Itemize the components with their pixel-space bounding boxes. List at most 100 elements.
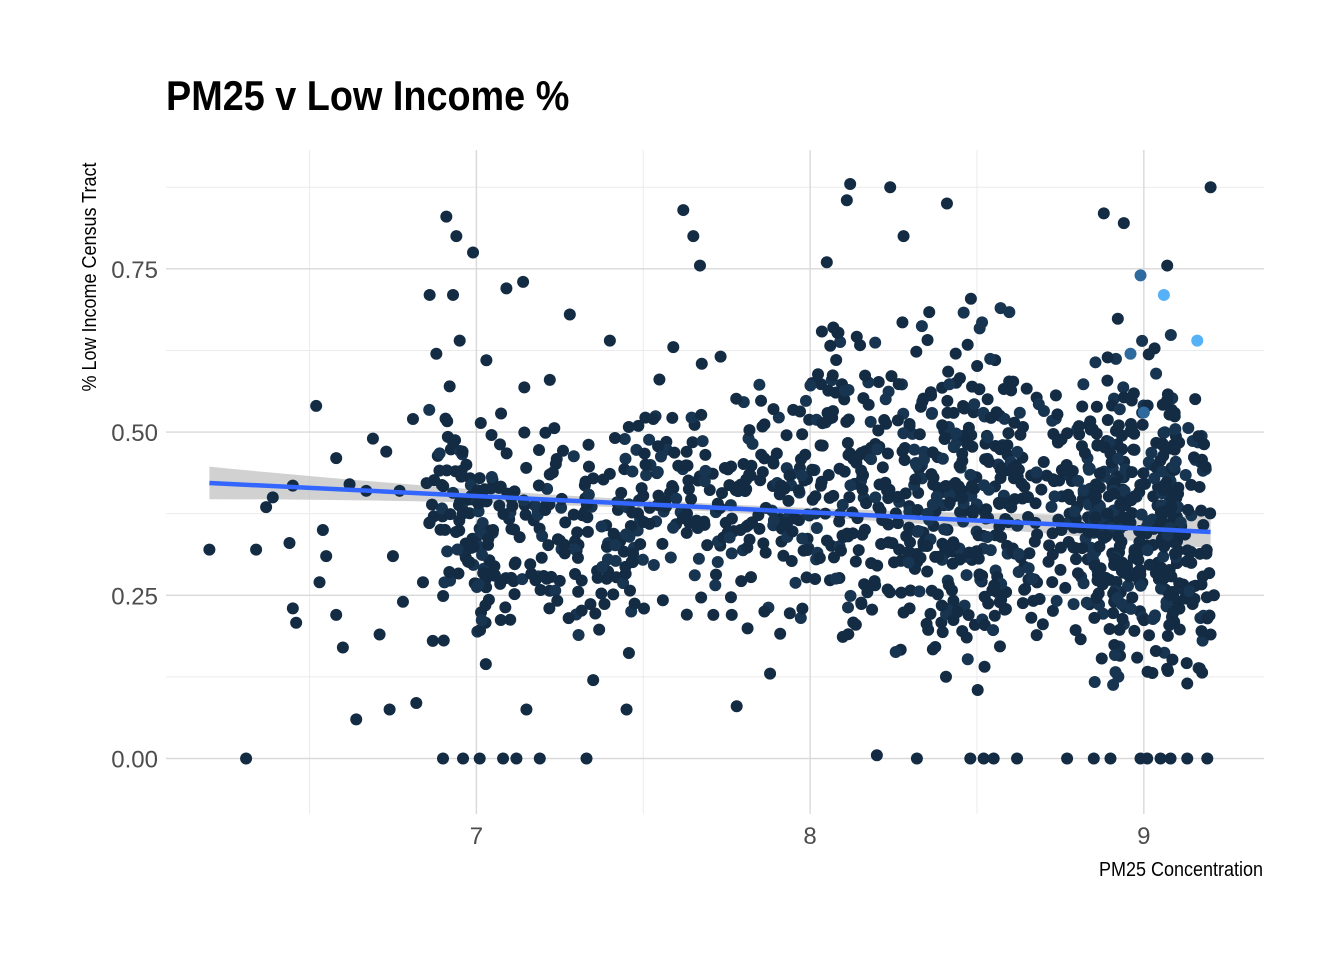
data-point bbox=[953, 553, 966, 566]
data-point bbox=[1089, 492, 1102, 505]
data-point bbox=[1089, 511, 1102, 524]
data-point bbox=[1125, 466, 1138, 479]
data-point bbox=[664, 551, 677, 564]
data-point bbox=[872, 376, 885, 389]
data-point bbox=[892, 378, 905, 391]
data-point bbox=[976, 316, 989, 329]
data-point bbox=[453, 334, 466, 347]
data-point bbox=[865, 453, 878, 466]
data-point bbox=[1116, 443, 1129, 456]
data-point bbox=[796, 532, 809, 545]
data-point bbox=[804, 379, 817, 392]
data-point bbox=[582, 488, 595, 501]
data-point bbox=[782, 494, 795, 507]
data-point bbox=[437, 752, 450, 765]
data-point bbox=[844, 589, 857, 602]
data-point bbox=[1163, 588, 1176, 601]
data-point bbox=[882, 518, 895, 531]
data-point bbox=[822, 384, 835, 397]
data-point bbox=[837, 530, 850, 543]
data-point bbox=[849, 618, 862, 631]
data-point bbox=[476, 516, 489, 529]
data-point bbox=[493, 499, 506, 512]
data-point bbox=[936, 537, 949, 550]
data-point bbox=[952, 480, 965, 493]
data-point bbox=[572, 628, 585, 641]
data-point bbox=[506, 499, 519, 512]
data-point bbox=[1157, 572, 1170, 585]
data-point bbox=[438, 576, 451, 589]
data-point bbox=[488, 560, 501, 573]
data-point bbox=[775, 479, 788, 492]
data-point bbox=[994, 472, 1007, 485]
data-point bbox=[441, 545, 454, 558]
data-point bbox=[801, 544, 814, 557]
data-point bbox=[1141, 544, 1154, 557]
data-point bbox=[932, 550, 945, 563]
data-point bbox=[737, 458, 750, 471]
data-point bbox=[313, 576, 326, 589]
data-point bbox=[1035, 483, 1048, 496]
data-point bbox=[910, 345, 923, 358]
data-point bbox=[1001, 439, 1014, 452]
data-point bbox=[1046, 576, 1059, 589]
data-point bbox=[994, 302, 1007, 315]
data-point bbox=[542, 539, 555, 552]
data-point bbox=[725, 608, 738, 621]
data-point bbox=[730, 700, 743, 713]
data-point bbox=[926, 407, 939, 420]
data-point bbox=[685, 411, 698, 424]
data-point bbox=[947, 613, 960, 626]
data-point bbox=[595, 520, 608, 533]
data-point bbox=[1112, 530, 1125, 543]
data-point bbox=[780, 429, 793, 442]
data-point bbox=[533, 444, 546, 457]
data-point bbox=[682, 474, 695, 487]
data-point bbox=[923, 306, 936, 319]
data-point bbox=[634, 538, 647, 551]
data-point bbox=[1168, 443, 1181, 456]
trend-line-group bbox=[209, 480, 1211, 535]
data-point bbox=[467, 246, 480, 259]
data-point bbox=[1181, 677, 1194, 690]
data-point bbox=[524, 558, 537, 571]
data-point bbox=[1127, 387, 1140, 400]
data-point bbox=[1181, 544, 1194, 557]
data-point bbox=[1143, 629, 1156, 642]
data-point bbox=[826, 369, 839, 382]
data-point bbox=[1157, 550, 1170, 563]
data-point bbox=[1046, 527, 1059, 540]
data-point bbox=[1012, 547, 1025, 560]
data-point bbox=[562, 612, 575, 625]
data-point bbox=[970, 545, 983, 558]
data-point bbox=[964, 752, 977, 765]
data-point bbox=[680, 507, 693, 520]
data-point bbox=[1069, 624, 1082, 637]
data-point bbox=[833, 515, 846, 528]
data-point bbox=[1046, 548, 1059, 561]
data-point bbox=[556, 444, 569, 457]
data-point bbox=[493, 438, 506, 451]
data-point bbox=[473, 752, 486, 765]
data-point bbox=[744, 469, 757, 482]
data-point bbox=[953, 459, 966, 472]
data-point bbox=[567, 508, 580, 521]
data-point bbox=[1157, 288, 1170, 301]
data-point bbox=[672, 459, 685, 472]
data-point bbox=[699, 464, 712, 477]
data-point bbox=[1179, 468, 1192, 481]
data-point bbox=[936, 419, 949, 432]
data-point bbox=[520, 703, 533, 716]
data-point bbox=[786, 525, 799, 538]
data-point bbox=[637, 602, 650, 615]
data-point bbox=[896, 445, 909, 458]
data-point bbox=[1088, 675, 1101, 688]
data-point bbox=[437, 480, 450, 493]
data-point bbox=[1113, 540, 1126, 553]
data-point bbox=[873, 478, 886, 491]
data-point bbox=[452, 567, 465, 580]
data-point bbox=[895, 586, 908, 599]
data-point bbox=[1201, 752, 1214, 765]
data-point bbox=[1118, 391, 1131, 404]
data-point bbox=[904, 584, 917, 597]
